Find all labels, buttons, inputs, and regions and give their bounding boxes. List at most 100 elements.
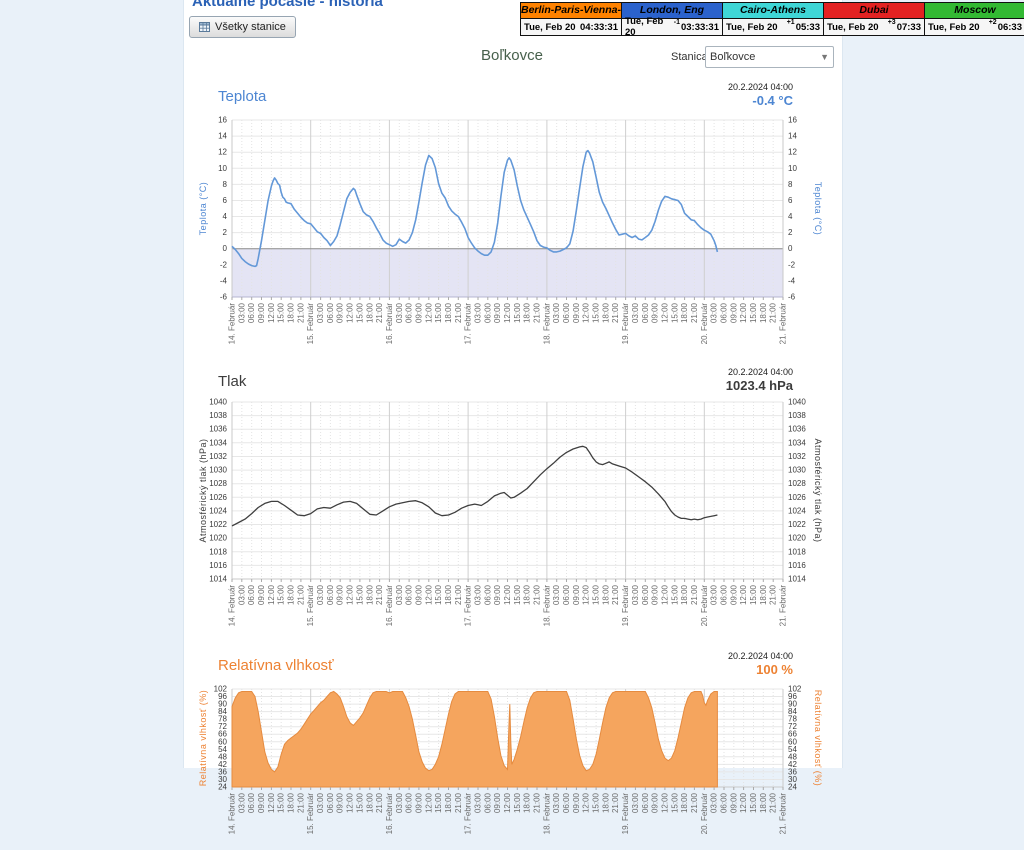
temperature-current-value: -0.4 °C [752,93,793,108]
temperature-timestamp: 20.2.2024 04:00 [727,82,793,92]
svg-text:12:00: 12:00 [346,792,355,813]
svg-text:1026: 1026 [788,493,806,502]
svg-text:12:00: 12:00 [660,584,669,605]
clock-time-row: Tue, Feb 20 +206:33 [925,19,1024,35]
svg-text:09:00: 09:00 [336,584,345,605]
svg-text:15:00: 15:00 [670,302,679,323]
svg-text:0: 0 [223,244,228,253]
svg-text:1020: 1020 [209,534,227,543]
station-select-value: Boľkovce [710,51,756,63]
svg-text:21:00: 21:00 [533,584,542,605]
svg-text:03:00: 03:00 [237,302,246,323]
svg-text:12:00: 12:00 [267,792,276,813]
svg-text:21:00: 21:00 [769,584,778,605]
clock-date: Tue, Feb 20 [625,16,664,38]
svg-text:18:00: 18:00 [680,792,689,813]
svg-text:09:00: 09:00 [414,584,423,605]
svg-text:15:00: 15:00 [277,302,286,323]
svg-text:15:00: 15:00 [670,584,679,605]
svg-text:12:00: 12:00 [660,302,669,323]
svg-text:15:00: 15:00 [513,302,522,323]
svg-text:06:00: 06:00 [641,792,650,813]
svg-text:12:00: 12:00 [424,302,433,323]
svg-text:03:00: 03:00 [474,792,483,813]
svg-text:66: 66 [218,730,227,739]
svg-text:09:00: 09:00 [257,302,266,323]
svg-text:06:00: 06:00 [562,792,571,813]
all-stations-button[interactable]: Všetky stanice [189,16,296,38]
svg-text:06:00: 06:00 [247,584,256,605]
svg-text:8: 8 [223,180,228,189]
pressure-chart-info: 20.2.2024 04:00 1023.4 hPa [500,367,793,393]
svg-text:15:00: 15:00 [434,302,443,323]
svg-text:Teplota (°C): Teplota (°C) [198,182,208,236]
svg-text:18:00: 18:00 [287,792,296,813]
clock-cell-london: London, Eng Tue, Feb 20 -103:33:31 [622,3,723,38]
svg-text:12:00: 12:00 [503,302,512,323]
svg-text:1030: 1030 [788,466,806,475]
svg-text:17. Február: 17. Február [464,303,473,345]
svg-text:16. Február: 16. Február [385,793,394,835]
svg-text:15:00: 15:00 [592,302,601,323]
temperature-chart-title: Teplota [218,88,267,105]
clock-offset: +3 [887,18,896,26]
clock-time-row: Tue, Feb 20 04:33:31 [521,19,621,35]
svg-text:4: 4 [223,212,228,221]
svg-text:03:00: 03:00 [316,792,325,813]
svg-text:15:00: 15:00 [513,792,522,813]
svg-text:42: 42 [788,760,797,769]
station-heading: Boľkovce [481,47,543,64]
svg-text:1022: 1022 [788,520,806,529]
clock-time-row: Tue, Feb 20 +307:33 [824,19,924,35]
svg-text:21:00: 21:00 [611,584,620,605]
svg-text:12:00: 12:00 [424,584,433,605]
svg-text:18:00: 18:00 [365,792,374,813]
svg-text:15:00: 15:00 [749,302,758,323]
svg-text:09:00: 09:00 [414,792,423,813]
svg-text:03:00: 03:00 [552,792,561,813]
svg-text:21:00: 21:00 [454,302,463,323]
svg-text:03:00: 03:00 [237,792,246,813]
svg-text:-2: -2 [220,260,228,269]
svg-text:06:00: 06:00 [483,792,492,813]
svg-text:-2: -2 [788,260,796,269]
svg-text:54: 54 [218,745,227,754]
svg-text:15:00: 15:00 [749,792,758,813]
svg-text:06:00: 06:00 [641,584,650,605]
svg-text:03:00: 03:00 [237,584,246,605]
svg-text:03:00: 03:00 [710,302,719,323]
svg-text:2: 2 [223,228,228,237]
svg-text:09:00: 09:00 [493,302,502,323]
svg-text:18:00: 18:00 [523,302,532,323]
svg-text:10: 10 [218,164,227,173]
station-select-label: Stanica: [671,51,711,63]
svg-text:1016: 1016 [788,561,806,570]
svg-text:1034: 1034 [788,438,806,447]
svg-text:15:00: 15:00 [355,792,364,813]
svg-text:14. Február: 14. Február [228,793,237,835]
svg-text:1024: 1024 [788,506,806,515]
svg-text:12: 12 [218,148,227,157]
svg-text:03:00: 03:00 [474,584,483,605]
station-select[interactable]: Boľkovce ▼ [705,46,834,68]
svg-text:-4: -4 [788,276,796,285]
svg-text:18:00: 18:00 [759,584,768,605]
clock-time-row: Tue, Feb 20 -103:33:31 [622,16,722,38]
svg-text:15:00: 15:00 [434,584,443,605]
svg-text:15:00: 15:00 [592,792,601,813]
clock-date: Tue, Feb 20 [928,21,980,33]
svg-text:96: 96 [218,692,227,701]
svg-text:21:00: 21:00 [611,792,620,813]
clock-city-label: Dubai [824,3,924,19]
svg-text:12:00: 12:00 [660,792,669,813]
svg-text:18:00: 18:00 [601,792,610,813]
clock-offset: +2 [988,18,997,26]
svg-text:12:00: 12:00 [346,302,355,323]
svg-text:03:00: 03:00 [631,302,640,323]
svg-text:03:00: 03:00 [552,302,561,323]
svg-text:1032: 1032 [209,452,227,461]
content-panel [183,0,843,768]
svg-text:90: 90 [218,700,227,709]
svg-text:03:00: 03:00 [395,584,404,605]
